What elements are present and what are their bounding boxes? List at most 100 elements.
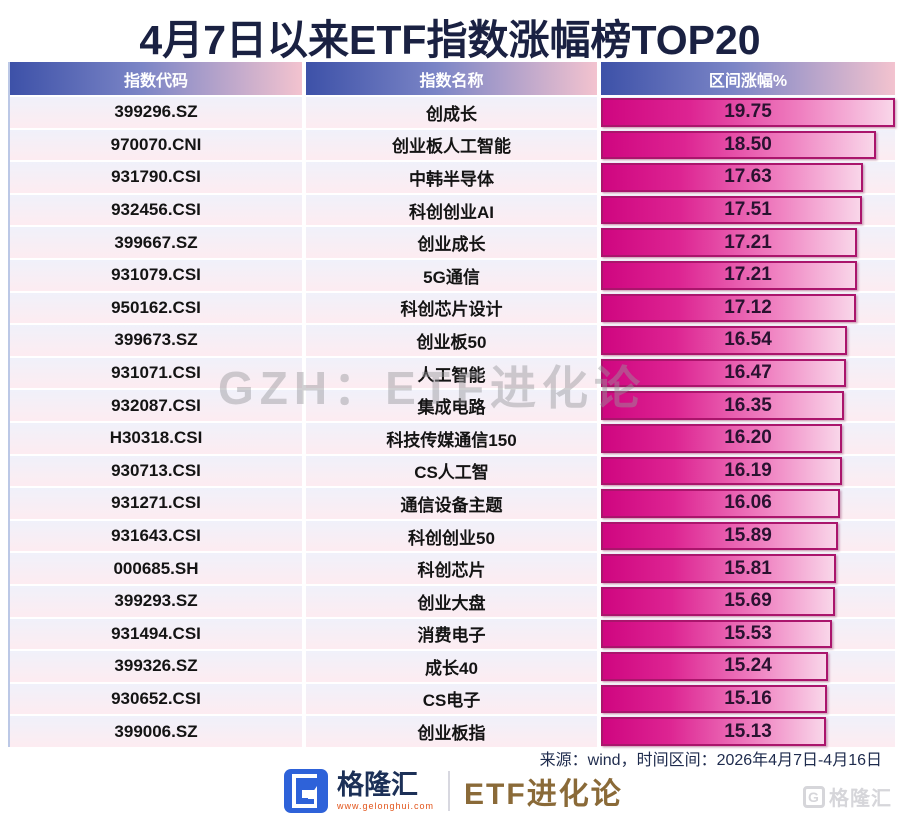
index-code-cell: 970070.CNI xyxy=(10,129,302,161)
gelonghui-logo-icon xyxy=(284,769,328,813)
index-name-cell: 成长40 xyxy=(306,651,597,682)
index-code-cell: 931643.CSI xyxy=(10,520,302,552)
gain-bar xyxy=(601,260,858,290)
gain-bar-cell: 16.47 xyxy=(601,357,895,389)
gain-bar xyxy=(601,717,827,746)
corner-watermark: G 格隆汇 xyxy=(803,782,892,811)
column-header-index-code: 指数代码 xyxy=(10,62,302,95)
brand-text-block: 格隆汇 www.gelonghui.com xyxy=(337,771,435,811)
gain-value-label: 18.50 xyxy=(724,133,772,155)
index-name-cell: 集成电路 xyxy=(306,390,597,421)
index-code-cell: H30318.CSI xyxy=(10,422,302,454)
gain-value-label: 17.12 xyxy=(724,296,772,318)
gain-value-label: 15.24 xyxy=(724,655,772,677)
index-code-cell: 931790.CSI xyxy=(10,162,302,193)
index-name-cell: CS电子 xyxy=(306,683,597,715)
gain-value-label: 16.54 xyxy=(724,329,772,351)
gain-bar-cell: 15.53 xyxy=(601,618,895,650)
index-name-cell: 创业板指 xyxy=(306,716,597,747)
gain-value-label: 17.21 xyxy=(724,231,772,253)
column-header-gain-percent: 区间涨幅% xyxy=(601,62,895,95)
gain-bar-cell: 16.06 xyxy=(601,488,895,519)
index-name-cell: 人工智能 xyxy=(306,357,597,389)
index-code-cell: 399296.SZ xyxy=(10,97,302,128)
index-name-cell: 消费电子 xyxy=(306,618,597,650)
gain-value-label: 16.19 xyxy=(724,459,772,481)
index-name-cell: 创业板人工智能 xyxy=(306,129,597,161)
gain-bar-cell: 17.12 xyxy=(601,292,895,324)
gain-bar-cell: 18.50 xyxy=(601,129,895,161)
index-name-cell: 5G通信 xyxy=(306,259,597,291)
index-code-cell: 930713.CSI xyxy=(10,455,302,487)
gain-value-label: 15.69 xyxy=(724,590,772,612)
gain-bar xyxy=(601,586,835,616)
gain-value-label: 17.63 xyxy=(724,166,772,188)
index-code-cell: 931271.CSI xyxy=(10,488,302,519)
index-code-cell: 399006.SZ xyxy=(10,716,302,747)
gain-bar xyxy=(601,391,845,420)
gain-bar-cell: 16.35 xyxy=(601,390,895,421)
index-name-cell: 科创芯片设计 xyxy=(306,292,597,324)
column-header-index-name: 指数名称 xyxy=(306,62,597,95)
index-name-cell: 科创芯片 xyxy=(306,553,597,584)
gain-bar xyxy=(601,423,843,453)
data-source-note: 来源：wind，时间区间：2026年4月7日-4月16日 xyxy=(539,752,882,769)
gain-bar-cell: 17.51 xyxy=(601,194,895,226)
gain-bar xyxy=(601,619,833,649)
gain-bar xyxy=(601,652,828,681)
index-code-cell: 932456.CSI xyxy=(10,194,302,226)
index-code-cell: 930652.CSI xyxy=(10,683,302,715)
gain-bar-cell: 19.75 xyxy=(601,97,895,128)
gain-bar-cell: 16.19 xyxy=(601,455,895,487)
gain-value-label: 16.06 xyxy=(724,492,772,514)
index-code-cell: 932087.CSI xyxy=(10,390,302,421)
series-name: ETF进化论 xyxy=(464,778,623,811)
gain-value-label: 15.81 xyxy=(724,557,772,579)
gain-bar xyxy=(601,358,847,388)
page-title: 4月7日以来ETF指数涨幅榜TOP20 xyxy=(139,17,761,63)
gain-value-label: 17.21 xyxy=(724,264,772,286)
gain-bar xyxy=(601,163,864,192)
index-name-cell: 创业大盘 xyxy=(306,585,597,617)
etf-gain-table: 指数代码 指数名称 区间涨幅% 399296.SZ 创成长 19.75 9700… xyxy=(8,62,895,747)
gain-value-label: 16.35 xyxy=(724,394,772,416)
gain-value-label: 15.53 xyxy=(724,622,772,644)
gain-bar-cell: 15.89 xyxy=(601,520,895,552)
gain-bar-cell: 15.81 xyxy=(601,553,895,584)
gain-bar xyxy=(601,195,862,225)
gain-bar xyxy=(601,554,837,583)
brand-url: www.gelonghui.com xyxy=(337,800,435,811)
gain-bar-cell: 17.21 xyxy=(601,259,895,291)
gain-bar xyxy=(601,684,827,714)
gain-bar xyxy=(601,326,848,355)
gain-value-label: 15.13 xyxy=(724,720,772,742)
gain-bar-cell: 15.16 xyxy=(601,683,895,715)
brand-footer: 格隆汇 www.gelonghui.com ETF进化论 xyxy=(283,768,623,814)
gain-bar-cell: 17.63 xyxy=(601,162,895,193)
gain-bar xyxy=(601,130,877,160)
gain-bar xyxy=(601,489,841,518)
gain-bar-cell: 15.13 xyxy=(601,716,895,747)
corner-watermark-label: 格隆汇 xyxy=(829,788,892,810)
index-name-cell: 科技传媒通信150 xyxy=(306,422,597,454)
index-code-cell: 399326.SZ xyxy=(10,651,302,682)
gain-bar xyxy=(601,228,858,257)
gain-bar xyxy=(601,293,856,323)
footer-divider xyxy=(448,771,451,811)
index-code-cell: 931079.CSI xyxy=(10,259,302,291)
gain-value-label: 16.20 xyxy=(724,427,772,449)
gain-bar xyxy=(601,521,838,551)
index-name-cell: CS人工智 xyxy=(306,455,597,487)
index-name-cell: 创业板50 xyxy=(306,325,597,356)
index-code-cell: 931494.CSI xyxy=(10,618,302,650)
gain-value-label: 15.16 xyxy=(724,687,772,709)
gain-bar-cell: 16.54 xyxy=(601,325,895,356)
index-name-cell: 科创创业AI xyxy=(306,194,597,226)
index-name-cell: 中韩半导体 xyxy=(306,162,597,193)
gain-value-label: 17.51 xyxy=(724,199,772,221)
gain-value-label: 16.47 xyxy=(724,362,772,384)
gain-bar-cell: 17.21 xyxy=(601,227,895,258)
corner-watermark-g-icon: G xyxy=(803,785,825,808)
gain-bar-cell: 15.24 xyxy=(601,651,895,682)
